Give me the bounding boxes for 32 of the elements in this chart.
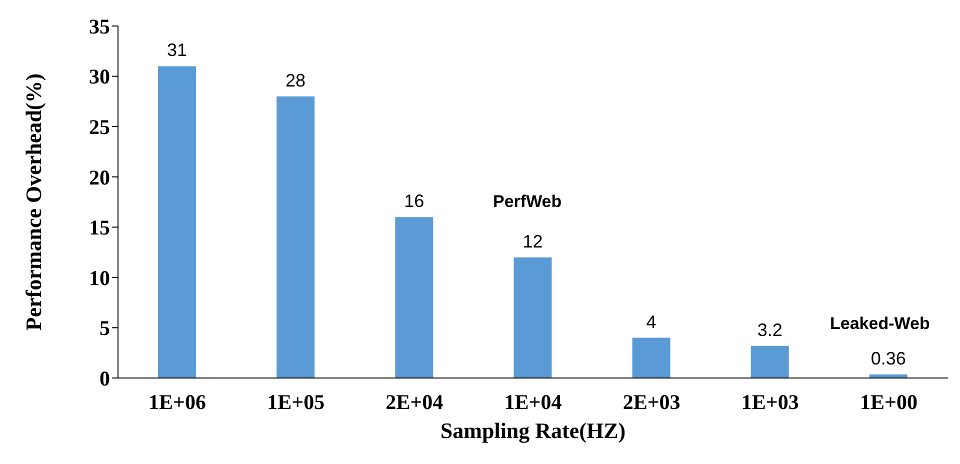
bar [276,96,315,378]
x-tick-label: 1E+04 [504,390,562,414]
y-tick-label: 5 [100,316,110,340]
bar [158,66,196,378]
x-tick-label: 1E+05 [267,390,325,414]
x-axis-title: Sampling Rate(HZ) [440,418,626,443]
y-tick-label: 25 [89,115,110,140]
data-label: 0.36 [870,348,906,368]
bar [514,257,552,378]
data-label: 12 [522,231,543,252]
y-tick-label: 35 [89,14,110,38]
y-tick-label: 0 [100,366,110,390]
y-tick-label: 30 [89,64,110,89]
x-tick-label: 2E+03 [622,390,680,414]
data-label: 31 [166,40,188,60]
annotation: PerfWeb [493,192,562,212]
y-tick-label: 10 [89,266,110,290]
bar [395,217,434,378]
data-label: 28 [286,70,306,90]
data-label: 4 [646,312,656,332]
y-tick-label: 15 [89,216,110,240]
x-tick-label: 1E+03 [741,390,799,414]
y-axis-title: Performance Overhead(%) [20,73,46,331]
x-tick-label: 1E+00 [860,390,918,414]
bar [632,338,670,378]
annotation: Leaked-Web [830,314,930,334]
y-tick-label: 20 [89,165,110,190]
data-label: 16 [404,191,424,212]
bar [750,346,789,378]
x-tick-label: 2E+04 [386,390,444,414]
x-tick-label: 1E+06 [148,390,206,414]
data-label: 3.2 [757,320,782,340]
